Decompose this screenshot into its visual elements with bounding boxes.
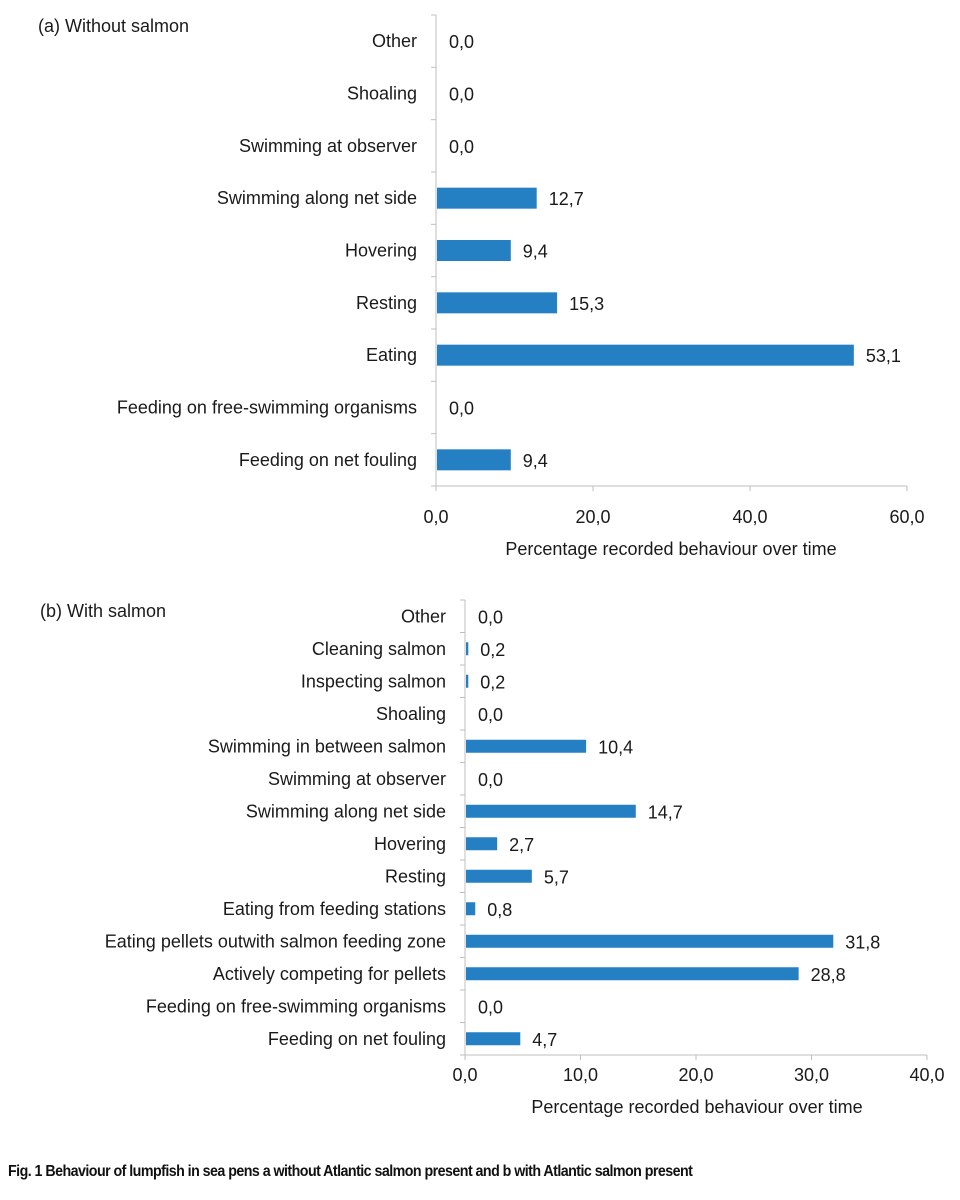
bar bbox=[437, 187, 537, 209]
category-label: Eating pellets outwith salmon feeding zo… bbox=[105, 931, 446, 951]
chart-b-with-salmon: (b) With salmon 0,0 10,0 20,0 30,0 40,0 Percen… bbox=[40, 599, 945, 1117]
figure-caption: Fig. 1 Behaviour of lumpfish in sea pens… bbox=[8, 1163, 693, 1180]
value-label: 5,7 bbox=[544, 867, 569, 887]
category-label: Swimming at observer bbox=[268, 769, 446, 789]
category-label: Feeding on free-swimming organisms bbox=[146, 996, 446, 1016]
value-label: 9,4 bbox=[523, 242, 548, 262]
category-label: Resting bbox=[385, 866, 446, 886]
x-tick-label: 20,0 bbox=[575, 507, 610, 527]
value-label: 28,8 bbox=[811, 965, 846, 985]
category-label: Cleaning salmon bbox=[312, 639, 446, 659]
category-label: Feeding on net fouling bbox=[268, 1029, 446, 1049]
bar bbox=[466, 837, 498, 851]
bar bbox=[466, 1032, 521, 1046]
bar bbox=[466, 967, 799, 981]
value-label: 12,7 bbox=[549, 189, 584, 209]
value-label: 0,0 bbox=[449, 85, 474, 105]
x-axis-label: Percentage recorded behaviour over time bbox=[531, 1097, 862, 1117]
value-label: 53,1 bbox=[866, 346, 901, 366]
x-axis-label: Percentage recorded behaviour over time bbox=[505, 539, 836, 559]
category-label: Hovering bbox=[374, 834, 446, 854]
category-label: Swimming along net side bbox=[217, 188, 417, 208]
value-label: 0,2 bbox=[480, 672, 505, 692]
bar bbox=[437, 292, 558, 314]
x-tick-label: 10,0 bbox=[563, 1065, 598, 1085]
bar bbox=[437, 344, 854, 366]
value-label: 0,0 bbox=[449, 32, 474, 52]
value-label: 9,4 bbox=[523, 451, 548, 471]
value-label: 0,0 bbox=[478, 770, 503, 790]
value-label: 10,4 bbox=[598, 737, 633, 757]
value-label: 0,8 bbox=[487, 900, 512, 920]
category-label: Feeding on net fouling bbox=[239, 450, 417, 470]
value-label: 14,7 bbox=[648, 802, 683, 822]
category-label: Feeding on free-swimming organisms bbox=[117, 398, 417, 418]
category-label: Swimming in between salmon bbox=[208, 736, 446, 756]
bar bbox=[437, 240, 511, 261]
category-label: Resting bbox=[356, 293, 417, 313]
x-tick-label: 0,0 bbox=[423, 507, 448, 527]
x-tick-label: 20,0 bbox=[678, 1065, 713, 1085]
chart-a-without-salmon: (a) Without salmon 0,0 20,0 40,0 60,0 Percent… bbox=[38, 14, 925, 559]
x-tick-label: 40,0 bbox=[909, 1065, 944, 1085]
value-label: 2,7 bbox=[509, 835, 534, 855]
value-label: 15,3 bbox=[569, 294, 604, 314]
value-label: 0,0 bbox=[478, 607, 503, 627]
bar bbox=[466, 934, 834, 948]
chart-title: (b) With salmon bbox=[40, 601, 166, 621]
category-label: Shoaling bbox=[376, 704, 446, 724]
chart-title: (a) Without salmon bbox=[38, 16, 189, 36]
bar bbox=[466, 674, 469, 688]
category-label: Other bbox=[372, 31, 417, 51]
category-label: Eating from feeding stations bbox=[223, 899, 446, 919]
category-label: Hovering bbox=[345, 241, 417, 261]
x-tick-label: 30,0 bbox=[794, 1065, 829, 1085]
x-tick-label: 0,0 bbox=[452, 1065, 477, 1085]
category-label: Swimming along net side bbox=[246, 801, 446, 821]
value-label: 31,8 bbox=[845, 932, 880, 952]
bar bbox=[437, 449, 511, 471]
bar bbox=[466, 642, 469, 656]
value-label: 4,7 bbox=[532, 1030, 557, 1050]
bar bbox=[466, 902, 476, 916]
category-label: Eating bbox=[366, 345, 417, 365]
bar bbox=[466, 804, 636, 818]
category-label: Swimming at observer bbox=[239, 136, 417, 156]
x-tick-label: 40,0 bbox=[732, 507, 767, 527]
value-label: 0,0 bbox=[449, 137, 474, 157]
value-label: 0,2 bbox=[480, 640, 505, 660]
bar bbox=[466, 869, 532, 883]
x-tick-label: 60,0 bbox=[889, 507, 924, 527]
category-label: Inspecting salmon bbox=[301, 671, 446, 691]
category-label: Actively competing for pellets bbox=[213, 964, 446, 984]
value-label: 0,0 bbox=[478, 997, 503, 1017]
value-label: 0,0 bbox=[449, 399, 474, 419]
bar bbox=[466, 739, 587, 753]
category-label: Other bbox=[401, 606, 446, 626]
value-label: 0,0 bbox=[478, 705, 503, 725]
category-label: Shoaling bbox=[347, 84, 417, 104]
